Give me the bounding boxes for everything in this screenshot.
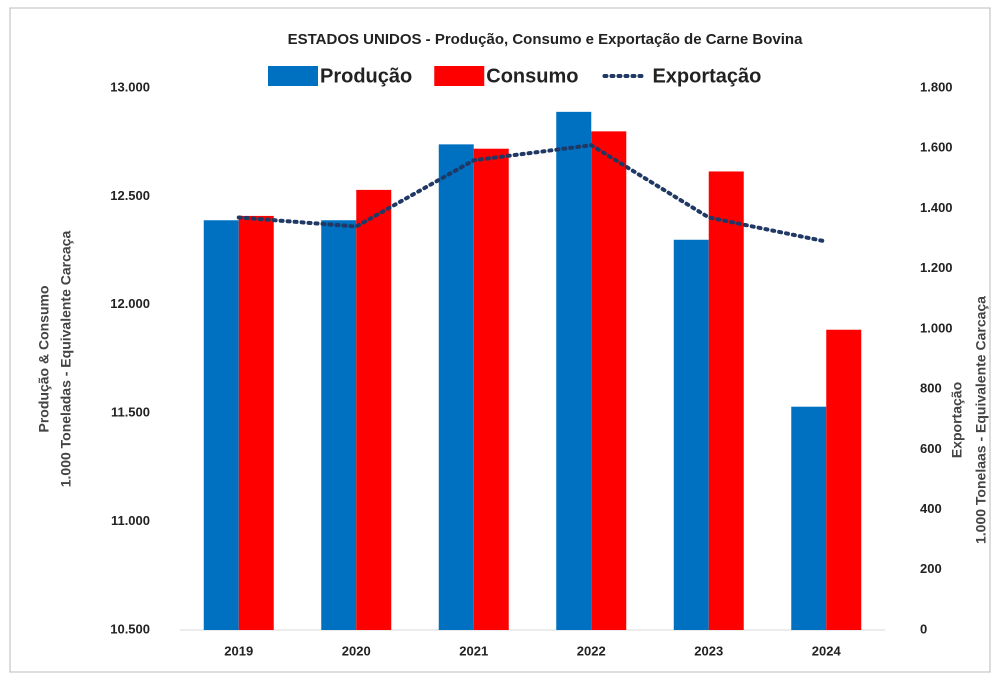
bar: [203, 220, 239, 631]
x-tick-label: 2019: [224, 643, 253, 658]
x-tick-label: 2022: [577, 643, 606, 658]
y2-tick-label: 0: [920, 621, 927, 636]
legend-label: Exportação: [652, 65, 761, 87]
y2-tick-label: 800: [920, 381, 942, 396]
bar: [321, 220, 357, 631]
x-tick-label: 2024: [812, 643, 842, 658]
legend-swatch: [434, 66, 485, 86]
y2-tick-label: 1.800: [920, 79, 953, 94]
y-tick-label: 11.000: [111, 513, 150, 528]
x-tick-label: 2021: [459, 643, 488, 658]
bar: [356, 189, 392, 630]
y2-tick-label: 1.400: [920, 200, 953, 215]
legend-label: Consumo: [486, 65, 578, 87]
y-tick-label: 13.000: [110, 79, 150, 94]
bar: [791, 406, 827, 630]
y2-axis-label: 1.000 Tonelaas - Equivalente Carcaça: [973, 296, 989, 544]
bar: [708, 171, 744, 630]
y-tick-label: 11.500: [111, 405, 150, 420]
y2-axis-label: Exportação: [949, 382, 965, 458]
y2-tick-label: 1.600: [920, 140, 953, 155]
y-axis-label: Produção & Consumo: [36, 285, 52, 432]
x-tick-label: 2020: [342, 643, 371, 658]
bar: [238, 215, 274, 631]
y2-tick-label: 1.000: [920, 320, 953, 335]
bar: [556, 111, 592, 630]
legend-swatch: [268, 66, 318, 86]
y2-tick-label: 1.200: [920, 260, 953, 275]
y-tick-label: 12.500: [110, 188, 150, 203]
legend-label: Produção: [320, 65, 412, 87]
bar: [473, 148, 509, 631]
frame: [9, 7, 991, 673]
y-tick-label: 12.000: [110, 296, 150, 311]
bar: [826, 329, 862, 630]
y-axis-label: 1.000 Toneladas - Equivalente Carcaça: [58, 231, 74, 488]
y2-tick-label: 400: [920, 501, 942, 516]
chart-title: ESTADOS UNIDOS - Produção, Consumo e Exp…: [288, 31, 803, 48]
y-tick-label: 10.500: [110, 621, 150, 636]
line: [236, 143, 829, 244]
y2-tick-label: 200: [920, 561, 942, 576]
x-tick-label: 2023: [694, 643, 723, 658]
bar: [438, 144, 474, 631]
bar: [673, 239, 709, 630]
bar: [591, 131, 627, 631]
y2-tick-label: 600: [920, 441, 942, 456]
